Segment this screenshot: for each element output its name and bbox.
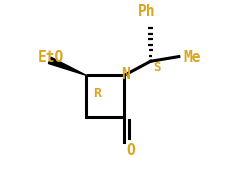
Text: Ph: Ph: [138, 4, 155, 19]
Text: N: N: [121, 67, 129, 82]
Polygon shape: [48, 57, 87, 75]
Text: R: R: [93, 87, 101, 100]
Text: O: O: [126, 143, 135, 158]
Text: EtO: EtO: [37, 50, 64, 65]
Text: S: S: [153, 61, 161, 74]
Text: Me: Me: [183, 50, 201, 65]
